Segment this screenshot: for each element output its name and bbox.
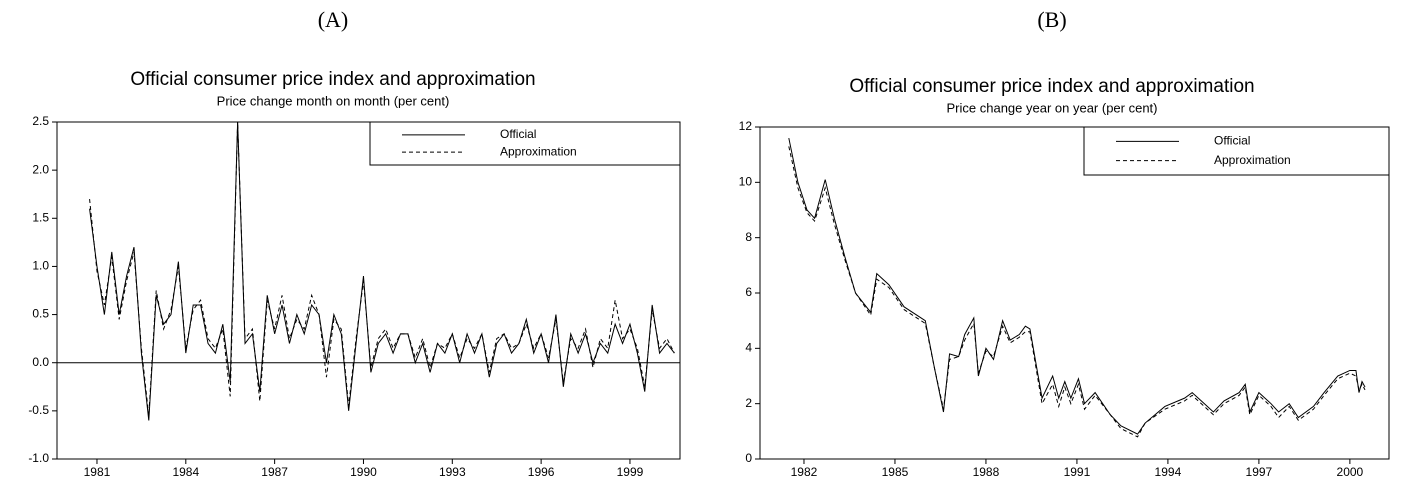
x-tick-label: 1997	[1246, 465, 1273, 479]
y-tick-label: 12	[739, 119, 753, 133]
chart-subtitle: Price change year on year (per cent)	[947, 100, 1158, 115]
chart-title: Official consumer price index and approx…	[130, 69, 535, 90]
y-tick-label: -0.5	[28, 403, 49, 417]
x-tick-label: 1991	[1064, 465, 1091, 479]
legend-label: Official	[500, 127, 536, 141]
y-tick-label: -1.0	[28, 451, 49, 465]
x-tick-label: 1982	[791, 465, 818, 479]
legend-box	[369, 121, 681, 166]
series-line	[89, 121, 675, 416]
series-line	[89, 121, 675, 421]
plot-frame	[759, 126, 1390, 460]
x-tick-label: 1987	[261, 465, 288, 479]
legend-label: Approximation	[500, 144, 577, 158]
y-tick-label: 6	[745, 285, 752, 299]
y-tick-label: 2.0	[32, 162, 49, 176]
x-tick-label: 1984	[172, 465, 199, 479]
x-tick-label: 1996	[528, 465, 555, 479]
x-tick-label: 2000	[1337, 465, 1364, 479]
series-line	[788, 137, 1366, 435]
panel-label: (B)	[1037, 7, 1066, 32]
legend-label: Official	[1214, 134, 1250, 148]
y-tick-label: 0.5	[32, 307, 49, 321]
x-tick-label: 1999	[617, 465, 644, 479]
y-tick-label: 1.0	[32, 259, 49, 273]
series-line	[788, 146, 1366, 438]
x-tick-label: 1993	[439, 465, 466, 479]
y-tick-label: 8	[745, 230, 752, 244]
x-tick-label: 1994	[1155, 465, 1182, 479]
x-tick-label: 1985	[882, 465, 909, 479]
y-tick-label: 0	[745, 451, 752, 465]
x-tick-label: 1990	[350, 465, 377, 479]
y-tick-label: 4	[745, 341, 752, 355]
panel-label: (A)	[318, 7, 349, 32]
y-tick-label: 2.5	[32, 114, 49, 128]
legend-box	[1083, 126, 1390, 176]
legend-label: Approximation	[1214, 153, 1291, 167]
chart-title: Official consumer price index and approx…	[849, 76, 1254, 97]
x-tick-label: 1988	[973, 465, 1000, 479]
plot-frame	[56, 121, 681, 460]
chart-subtitle: Price change month on month (per cent)	[217, 93, 450, 108]
x-tick-label: 1981	[84, 465, 111, 479]
y-tick-label: 1.5	[32, 210, 49, 224]
y-tick-label: 10	[739, 175, 753, 189]
y-tick-label: 2	[745, 396, 752, 410]
y-tick-label: 0.0	[32, 355, 49, 369]
